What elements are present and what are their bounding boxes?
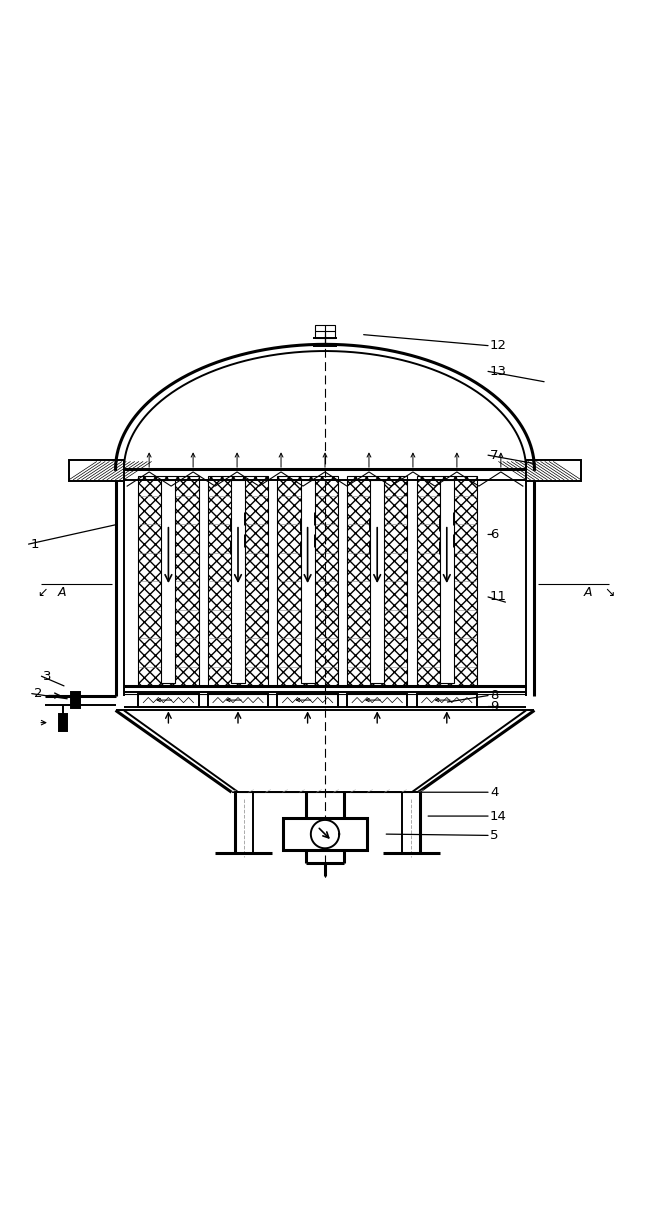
Bar [300,480,315,683]
Text: 9: 9 [490,700,499,713]
Text: 11: 11 [490,590,507,604]
Text: 4: 4 [490,786,499,798]
Text: A: A [584,585,592,599]
Text: 6: 6 [490,528,499,541]
Bar [347,694,408,706]
Bar [72,691,80,708]
Bar [315,325,335,338]
Bar [231,480,245,683]
Text: 1: 1 [31,538,39,551]
Text: 2: 2 [34,688,42,700]
Bar [69,460,124,481]
Bar [526,460,581,481]
Bar [161,480,176,683]
Text: A: A [58,585,66,599]
Bar [417,694,477,706]
Bar [439,480,454,683]
Text: 13: 13 [490,365,507,378]
Text: 5: 5 [490,829,499,841]
Text: 8: 8 [490,689,499,702]
Bar [138,694,199,706]
Text: 3: 3 [44,669,52,683]
Bar [138,476,199,686]
Bar [58,715,67,731]
Bar [278,694,338,706]
Bar [347,476,408,686]
Bar [370,480,384,683]
Text: $\swarrow$: $\swarrow$ [35,585,48,599]
Bar [417,476,477,686]
Bar [208,694,268,706]
Text: 12: 12 [490,339,507,352]
Text: $\searrow$: $\searrow$ [602,585,615,599]
Bar [283,818,367,850]
Bar [278,476,338,686]
Text: 7: 7 [490,449,499,461]
Text: 14: 14 [490,809,507,823]
Bar [208,476,268,686]
